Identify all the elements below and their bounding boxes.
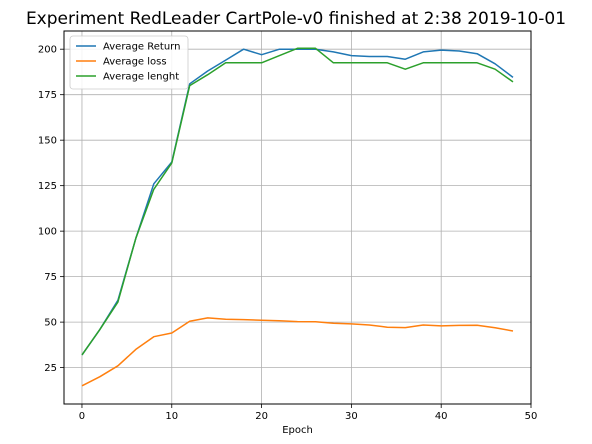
legend-label-1: Average Return: [103, 42, 180, 53]
x-tick-label: 0: [79, 411, 85, 422]
y-tick-label: 125: [38, 181, 57, 192]
chart-title: Experiment RedLeader CartPole-v0 finishe…: [26, 9, 566, 29]
x-tick-label: 40: [435, 411, 448, 422]
legend: Average Return Average loss Average lenght: [70, 36, 188, 89]
legend-label-2: Average loss: [103, 57, 167, 68]
legend-label-3: Average lenght: [103, 72, 179, 83]
x-axis-label: Epoch: [282, 425, 313, 436]
data-series: [82, 48, 513, 386]
y-tick-label: 25: [44, 363, 57, 374]
y-tick-label: 75: [44, 272, 57, 283]
x-tick-label: 50: [525, 411, 538, 422]
y-tick-label: 200: [38, 45, 57, 56]
axis-ticks: 0 10 20 30 40 50 25 50 75 100 125 150 175 200: [38, 45, 537, 422]
y-tick-label: 100: [38, 227, 57, 238]
series-line-2: [82, 318, 513, 386]
x-tick-label: 30: [345, 411, 358, 422]
y-tick-label: 50: [44, 318, 57, 329]
x-tick-label: 10: [165, 411, 178, 422]
y-tick-label: 175: [38, 90, 57, 101]
x-tick-label: 20: [255, 411, 268, 422]
y-tick-label: 150: [38, 136, 57, 147]
